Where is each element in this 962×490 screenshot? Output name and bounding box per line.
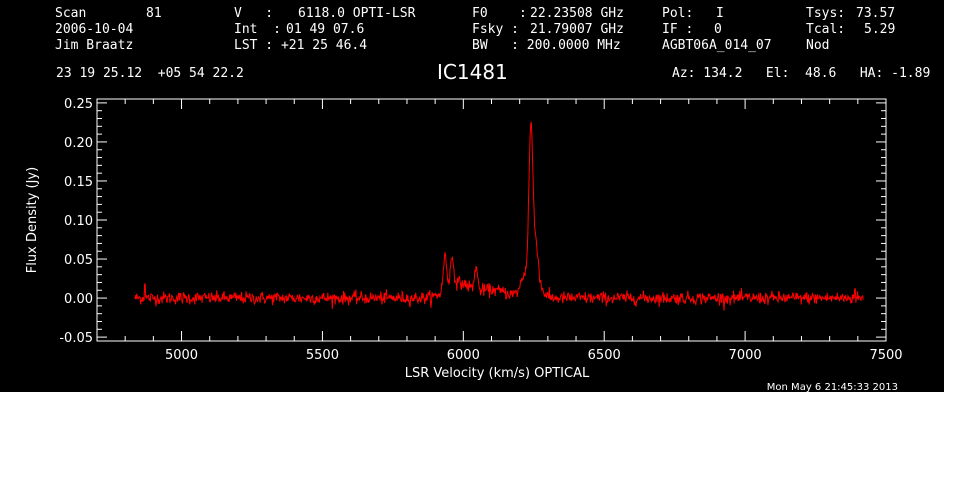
y-tick-label: 0.25 — [64, 97, 93, 112]
observer-name: Jim Braatz — [55, 38, 134, 53]
plot-timestamp: Mon May 6 21:45:33 2013 — [767, 382, 898, 392]
y-tick-label: 0.10 — [64, 214, 93, 229]
x-axis-title: LSR Velocity (km/s) OPTICAL — [405, 366, 590, 381]
y-axis-title: Flux Density (Jy) — [25, 167, 40, 273]
x-tick-label: 6500 — [588, 348, 621, 363]
y-tick-label: 0.05 — [64, 253, 93, 268]
tsys-label: Tsys: — [806, 6, 846, 21]
spectrum-chart: 5000 5500 6000 6500 7000 7500 -0.05 0.00 0.05 0.1… — [25, 97, 903, 392]
y-tick-label: 0.15 — [64, 175, 93, 190]
spectrum-trace — [134, 121, 864, 311]
plot-frame — [96, 98, 887, 342]
pointing-readout: Az: 134.2 El: 48.6 HA: -1.89 — [672, 66, 931, 81]
polarization-label: Pol: — [662, 6, 694, 21]
integration-value: 01 49 07.6 — [286, 22, 365, 37]
tcal-value: 5.29 — [864, 22, 896, 37]
rest-frequency-label: F0 : — [472, 6, 527, 21]
velocity-value: 6118.0 OPTI-LSR — [298, 6, 416, 21]
tcal-label: Tcal: — [806, 22, 846, 37]
x-tick-label: 7000 — [729, 348, 762, 363]
scan-label: Scan — [55, 6, 87, 21]
y-tick-label: 0.20 — [64, 136, 93, 151]
tick-labels: 5000 5500 6000 6500 7000 7500 -0.05 0.00 0.05 0.1… — [59, 97, 902, 363]
procedure-name: Nod — [806, 38, 830, 53]
bandwidth-readout: BW : 200.0000 MHz — [472, 38, 621, 53]
source-coordinates: 23 19 25.12 +05 54 22.2 — [56, 66, 244, 81]
scan-number: 81 — [146, 6, 162, 21]
sky-frequency-label: Fsky : — [472, 22, 519, 37]
x-tick-label: 7500 — [869, 348, 902, 363]
axis-ticks — [96, 99, 887, 341]
y-tick-label: -0.05 — [59, 331, 93, 346]
sky-frequency-value: 21.79007 GHz — [530, 22, 624, 37]
if-value: 0 — [714, 22, 722, 37]
project-id: AGBT06A_014_07 — [662, 38, 772, 53]
tsys-value: 73.57 — [856, 6, 896, 21]
spectrum-plot-window: Scan 81 V : 6118.0 OPTI-LSR F0 : 22.2350… — [0, 0, 944, 392]
integration-label: Int : — [234, 22, 281, 37]
if-label: IF : — [662, 22, 694, 37]
source-name-title: IC1481 — [437, 60, 508, 84]
observation-date: 2006-10-04 — [55, 22, 134, 37]
rest-frequency-value: 22.23508 GHz — [530, 6, 624, 21]
polarization-value: I — [716, 6, 724, 21]
x-tick-label: 5500 — [306, 348, 339, 363]
x-tick-label: 6000 — [447, 348, 480, 363]
velocity-label: V : — [234, 6, 274, 21]
x-tick-label: 5000 — [165, 348, 198, 363]
lst-readout: LST : +21 25 46.4 — [234, 38, 368, 53]
y-tick-label: 0.00 — [64, 292, 93, 307]
